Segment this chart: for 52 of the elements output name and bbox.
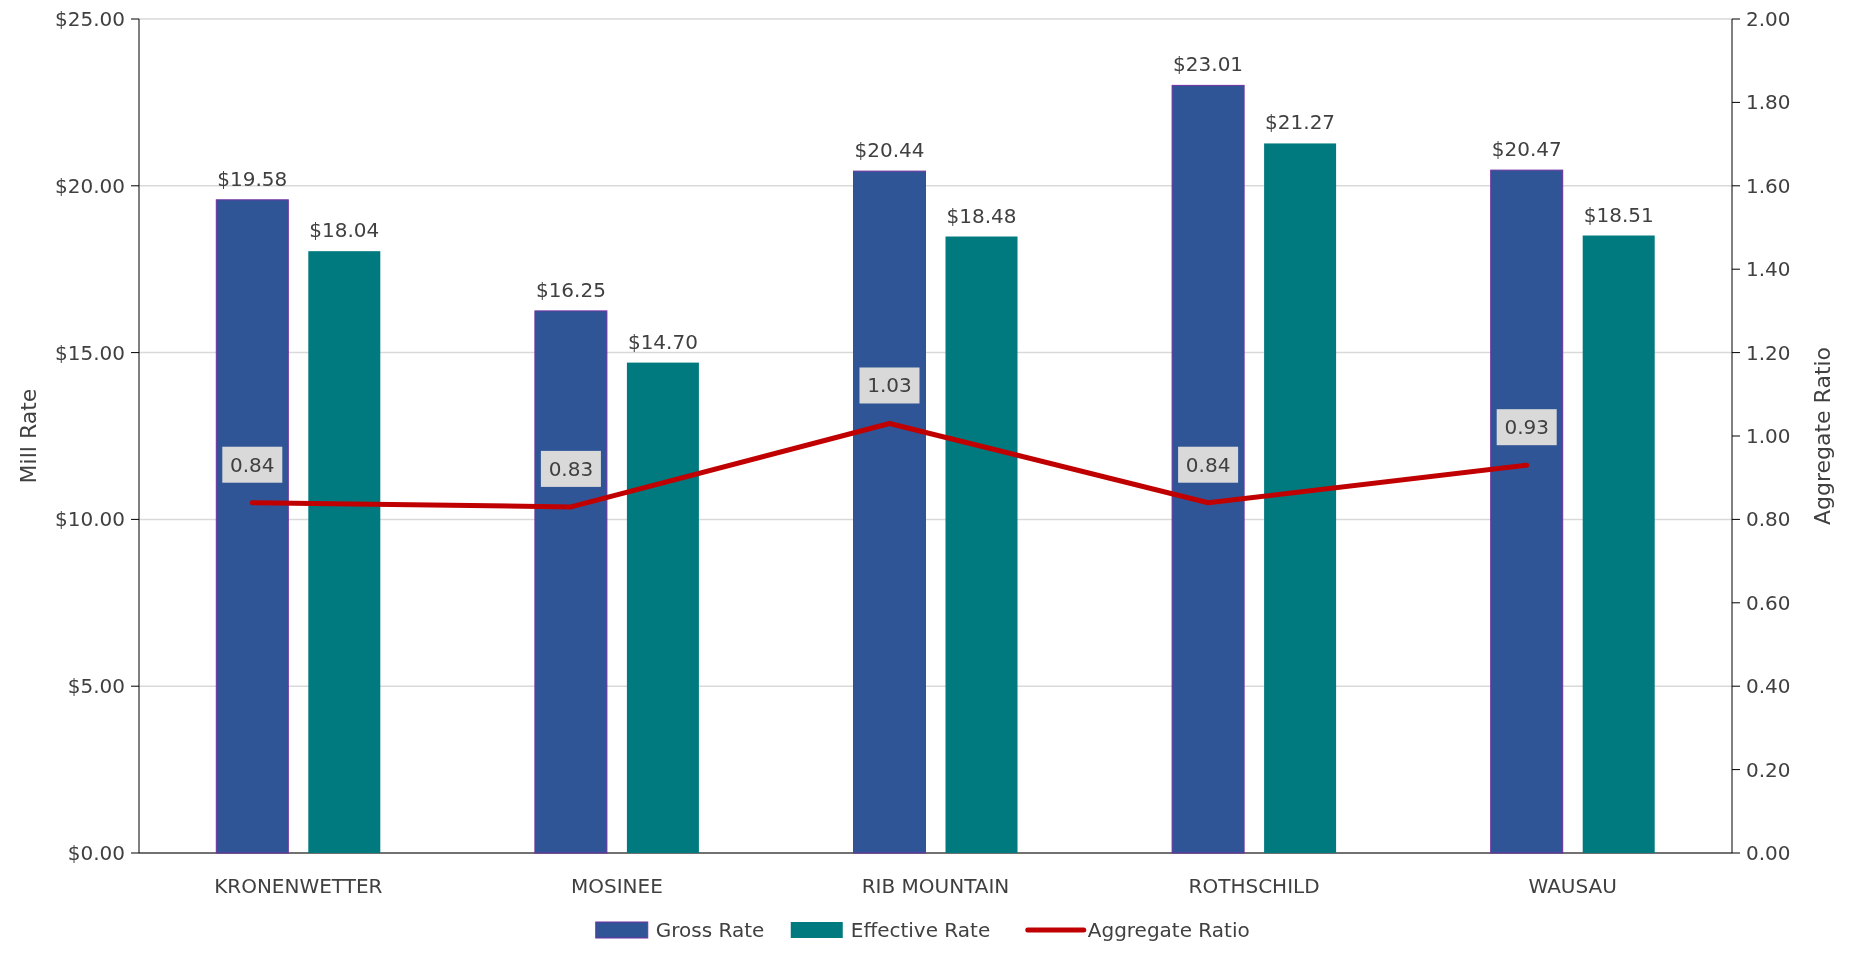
bar (853, 170, 926, 854)
bar (1171, 84, 1245, 854)
legend-label: Gross Rate (655, 918, 765, 942)
bar (1264, 143, 1337, 853)
bar (945, 236, 1018, 853)
data-label: $16.25 (535, 277, 606, 302)
data-label: $14.70 (627, 329, 698, 354)
data-label: 0.84 (230, 452, 275, 477)
y2-tick-label: 0.80 (1746, 507, 1791, 532)
bar (1582, 235, 1655, 853)
bar (534, 310, 608, 854)
x-tick-label: ROTHSCHILD (1188, 874, 1320, 898)
y-tick-label: $10.00 (55, 507, 125, 532)
y2-tick-label: 2.00 (1746, 7, 1791, 31)
data-label: $20.47 (1491, 137, 1562, 162)
x-tick-label: KRONENWETTER (214, 874, 383, 898)
data-label: $19.58 (217, 166, 288, 191)
y-tick-label: $15.00 (55, 340, 125, 365)
y-tick-label: $25.00 (55, 7, 125, 31)
x-tick-label: MOSINEE (570, 874, 663, 898)
data-label: 1.03 (867, 373, 912, 398)
y2-tick-label: 0.00 (1746, 841, 1791, 865)
data-label: 0.84 (1185, 452, 1231, 477)
data-label: 0.83 (548, 456, 594, 481)
y2-tick-label: 1.60 (1746, 173, 1791, 198)
y2-tick-label: 0.20 (1746, 757, 1791, 782)
legend-label: Effective Rate (850, 918, 991, 942)
bar (308, 251, 381, 853)
data-label: 0.93 (1504, 415, 1549, 440)
x-tick-label: RIB MOUNTAIN (861, 874, 1010, 898)
data-label: $18.48 (946, 203, 1017, 228)
y-tick-label: $20.00 (55, 173, 125, 198)
x-tick-label: WAUSAU (1528, 874, 1617, 898)
y-tick-label: $0.00 (67, 841, 125, 865)
y2-tick-label: 1.00 (1746, 424, 1791, 448)
data-label: $21.27 (1265, 110, 1336, 135)
y2-tick-label: 1.40 (1746, 257, 1791, 282)
data-label: $23.01 (1173, 52, 1244, 77)
bar (215, 199, 289, 854)
y-tick-label: $5.00 (67, 674, 125, 699)
data-label: $18.51 (1583, 202, 1654, 227)
data-label: $20.44 (854, 138, 925, 163)
y-axis-title: Mill Rate (16, 388, 41, 484)
y2-tick-label: 1.80 (1746, 90, 1791, 115)
legend-label: Aggregate Ratio (1087, 918, 1250, 942)
y2-axis-title: Aggregate Ratio (1810, 346, 1835, 526)
y2-tick-label: 1.20 (1746, 340, 1791, 365)
data-label: $18.04 (309, 218, 380, 243)
bar (1490, 169, 1564, 854)
y2-tick-label: 0.60 (1746, 590, 1791, 615)
bar (626, 362, 699, 853)
y2-tick-label: 0.40 (1746, 674, 1791, 699)
